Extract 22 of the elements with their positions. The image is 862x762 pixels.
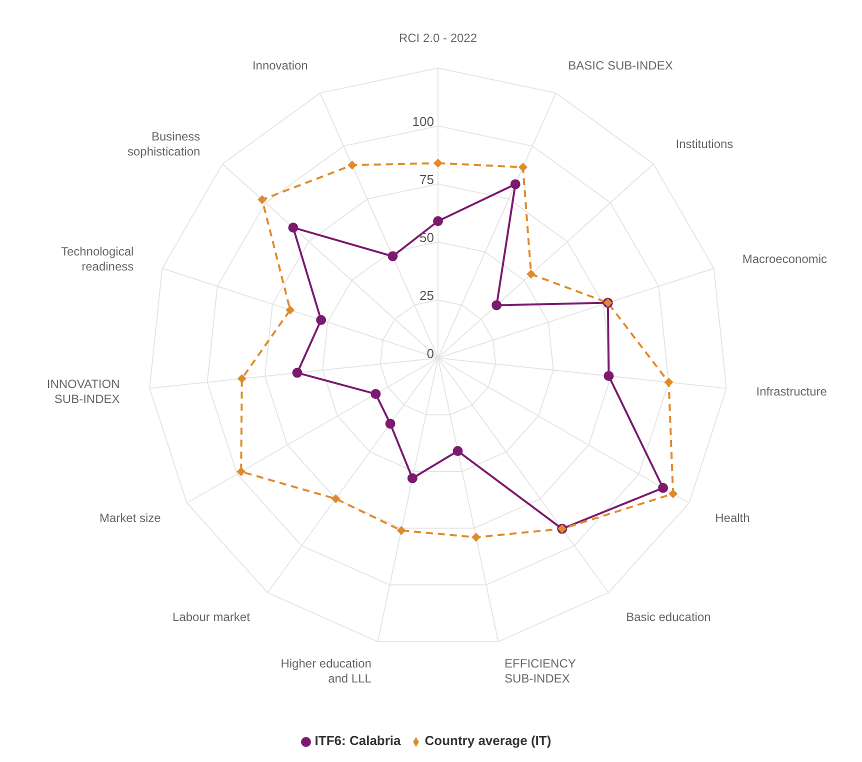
y-tick-label: 25 — [420, 288, 434, 303]
spoke-label: Macroeconomic — [742, 252, 828, 266]
spoke-label: BASIC SUB-INDEX — [568, 58, 673, 73]
spoke-label: EFFICIENCY SUB-INDEX — [504, 656, 576, 686]
spoke-label: Health — [715, 511, 750, 525]
spoke-label: Business sophistication — [127, 129, 200, 158]
spoke-label: Innovation — [252, 58, 308, 73]
spoke-label: Infrastructure — [756, 384, 828, 398]
spoke-label: Technological readiness — [60, 244, 134, 274]
spoke-label: Higher education and LLL — [280, 656, 372, 686]
legend-label: ITF6: Calabria — [314, 733, 401, 748]
spoke-label: Institutions — [676, 136, 734, 151]
y-tick-label: 100 — [412, 114, 434, 129]
y-tick-label: 50 — [420, 230, 434, 245]
legend-label: Country average (IT) — [424, 733, 552, 748]
spoke-label: RCI 2.0 - 2022 — [398, 31, 478, 45]
spoke-label: Basic education — [626, 610, 711, 624]
y-tick-label: 0 — [426, 346, 434, 361]
y-tick-label: 75 — [420, 172, 434, 187]
spoke-label: Labour market — [172, 610, 251, 624]
spoke-label: INNOVATION SUB-INDEX — [46, 376, 120, 406]
spoke-label: Market size — [100, 511, 162, 525]
